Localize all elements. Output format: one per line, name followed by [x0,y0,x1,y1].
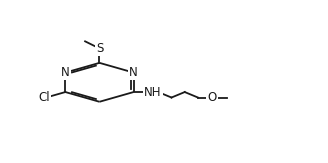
Text: N: N [129,66,138,79]
Text: Cl: Cl [38,91,50,104]
Text: O: O [207,91,216,104]
Text: NH: NH [144,86,161,99]
Text: N: N [61,66,70,79]
Text: S: S [96,42,103,55]
